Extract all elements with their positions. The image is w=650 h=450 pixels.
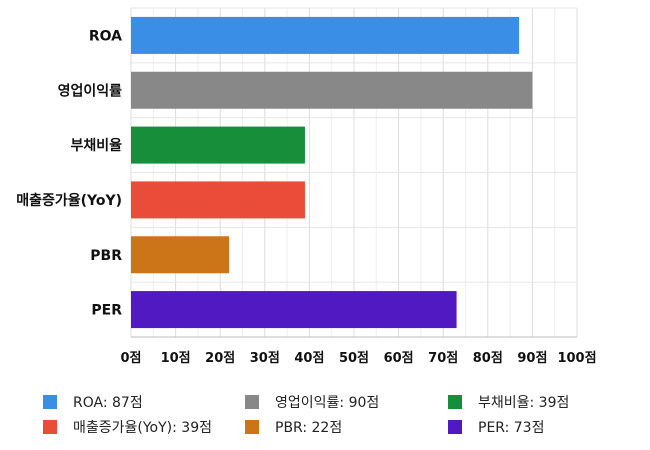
legend-swatch bbox=[448, 420, 462, 434]
legend-label: PBR: 22점 bbox=[275, 420, 343, 436]
category-label: PBR bbox=[90, 248, 122, 264]
x-tick-label: 10점 bbox=[161, 351, 191, 366]
category-label: 매출증가율(YoY) bbox=[16, 192, 122, 209]
legend-label: 부채비율: 39점 bbox=[478, 395, 570, 411]
legend-label: 영업이익률: 90점 bbox=[275, 395, 380, 411]
legend-item: 매출증가율(YoY): 39점 bbox=[43, 417, 212, 437]
bar-3 bbox=[131, 126, 305, 164]
x-tick-label: 100점 bbox=[557, 351, 596, 366]
bar-2 bbox=[131, 71, 533, 109]
legend-swatch bbox=[43, 420, 57, 434]
bar-1 bbox=[131, 16, 520, 54]
x-tick-label: 0점 bbox=[120, 351, 141, 366]
x-tick-label: 30점 bbox=[250, 351, 280, 366]
x-tick-label: 80점 bbox=[473, 351, 503, 366]
legend-label: ROA: 87점 bbox=[73, 395, 143, 411]
legend-item: 부채비율: 39점 bbox=[448, 392, 569, 412]
x-tick-label: 70점 bbox=[428, 351, 458, 366]
category-label: 부채비율 bbox=[70, 137, 122, 154]
legend-swatch bbox=[245, 420, 259, 434]
x-tick-label: 20점 bbox=[205, 351, 235, 366]
legend-item: PER: 73점 bbox=[448, 417, 544, 437]
category-label: 영업이익률 bbox=[58, 82, 123, 99]
legend-swatch bbox=[43, 395, 57, 409]
legend-item: 영업이익률: 90점 bbox=[245, 392, 379, 412]
legend-item: ROA: 87점 bbox=[43, 392, 143, 412]
bar-5 bbox=[131, 236, 230, 274]
legend-item: PBR: 22점 bbox=[245, 417, 342, 437]
legend-label: PER: 73점 bbox=[478, 420, 545, 436]
x-tick-label: 50점 bbox=[339, 351, 369, 366]
x-tick-label: 60점 bbox=[384, 351, 414, 366]
x-tick-label: 90점 bbox=[517, 351, 547, 366]
legend-label: 매출증가율(YoY): 39점 bbox=[73, 420, 212, 436]
legend-swatch bbox=[448, 395, 462, 409]
category-label: ROA bbox=[89, 28, 122, 44]
category-label: PER bbox=[91, 303, 122, 319]
bar-6 bbox=[131, 291, 457, 329]
x-tick-label: 40점 bbox=[294, 351, 324, 366]
bar-4 bbox=[131, 181, 305, 219]
legend-swatch bbox=[245, 395, 259, 409]
